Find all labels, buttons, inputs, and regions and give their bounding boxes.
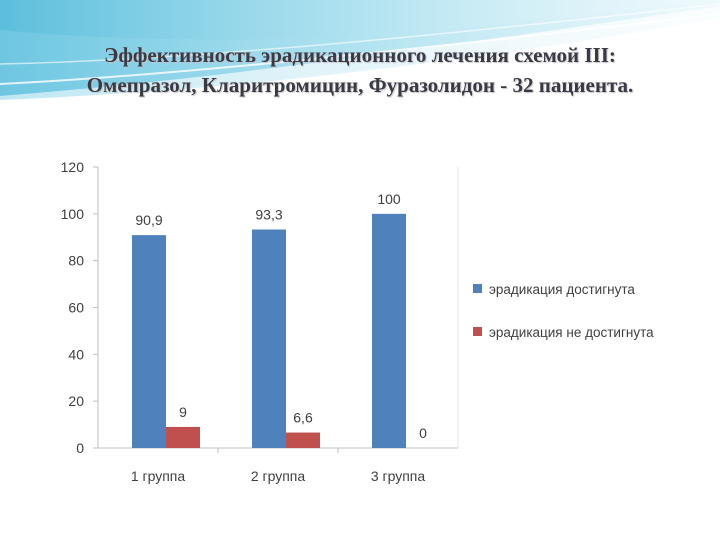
data-label: 9 <box>179 404 187 420</box>
legend-swatch-red <box>473 327 482 336</box>
bar-eradication-not-achieved <box>286 432 320 448</box>
bar-eradication-not-achieved <box>166 426 200 448</box>
x-tick-label: 3 группа <box>371 468 426 484</box>
legend-label: эрадикация не достигнута <box>489 325 654 340</box>
data-label: 0 <box>419 425 427 441</box>
y-tick-label: 60 <box>68 300 84 316</box>
header-swoosh-decoration <box>0 0 720 100</box>
bar-eradication-achieved <box>372 213 406 448</box>
bar-eradication-achieved <box>132 235 166 448</box>
y-tick-label: 0 <box>76 440 84 456</box>
bar-eradication-achieved <box>252 229 286 448</box>
y-tick-label: 80 <box>68 253 84 269</box>
data-label: 100 <box>377 191 401 207</box>
slide-title-line-2: Омепразол, Кларитромицин, Фуразолидон - … <box>86 73 634 97</box>
y-tick-label: 20 <box>68 393 84 409</box>
data-label: 93,3 <box>255 207 282 223</box>
chart-axes: 0 20 40 60 80 100 120 <box>61 159 459 456</box>
legend-item-eradication-not-achieved: эрадикация не достигнута <box>473 323 703 342</box>
data-label: 90,9 <box>135 212 162 228</box>
x-tick-label: 1 группа <box>131 468 186 484</box>
legend-label: эрадикация достигнута <box>489 282 635 297</box>
y-tick-label: 120 <box>61 159 85 175</box>
data-label: 6,6 <box>293 410 313 426</box>
chart-labels: 1 группа 90,9 9 2 группа 93,3 6,6 3 группа 100 0 <box>131 191 427 484</box>
chart-bars <box>132 213 406 448</box>
y-tick-label: 40 <box>68 346 84 362</box>
chart-legend: эрадикация достигнута эрадикация не дост… <box>473 280 703 342</box>
x-tick-label: 2 группа <box>251 468 306 484</box>
legend-swatch-blue <box>473 284 482 293</box>
legend-item-eradication-achieved: эрадикация достигнута <box>473 280 703 299</box>
slide-title-line-1: Эффективность эрадикационного лечения сх… <box>104 43 616 67</box>
slide-title: Эффективность эрадикационного лечения сх… <box>0 40 720 100</box>
y-tick-label: 100 <box>61 206 85 222</box>
